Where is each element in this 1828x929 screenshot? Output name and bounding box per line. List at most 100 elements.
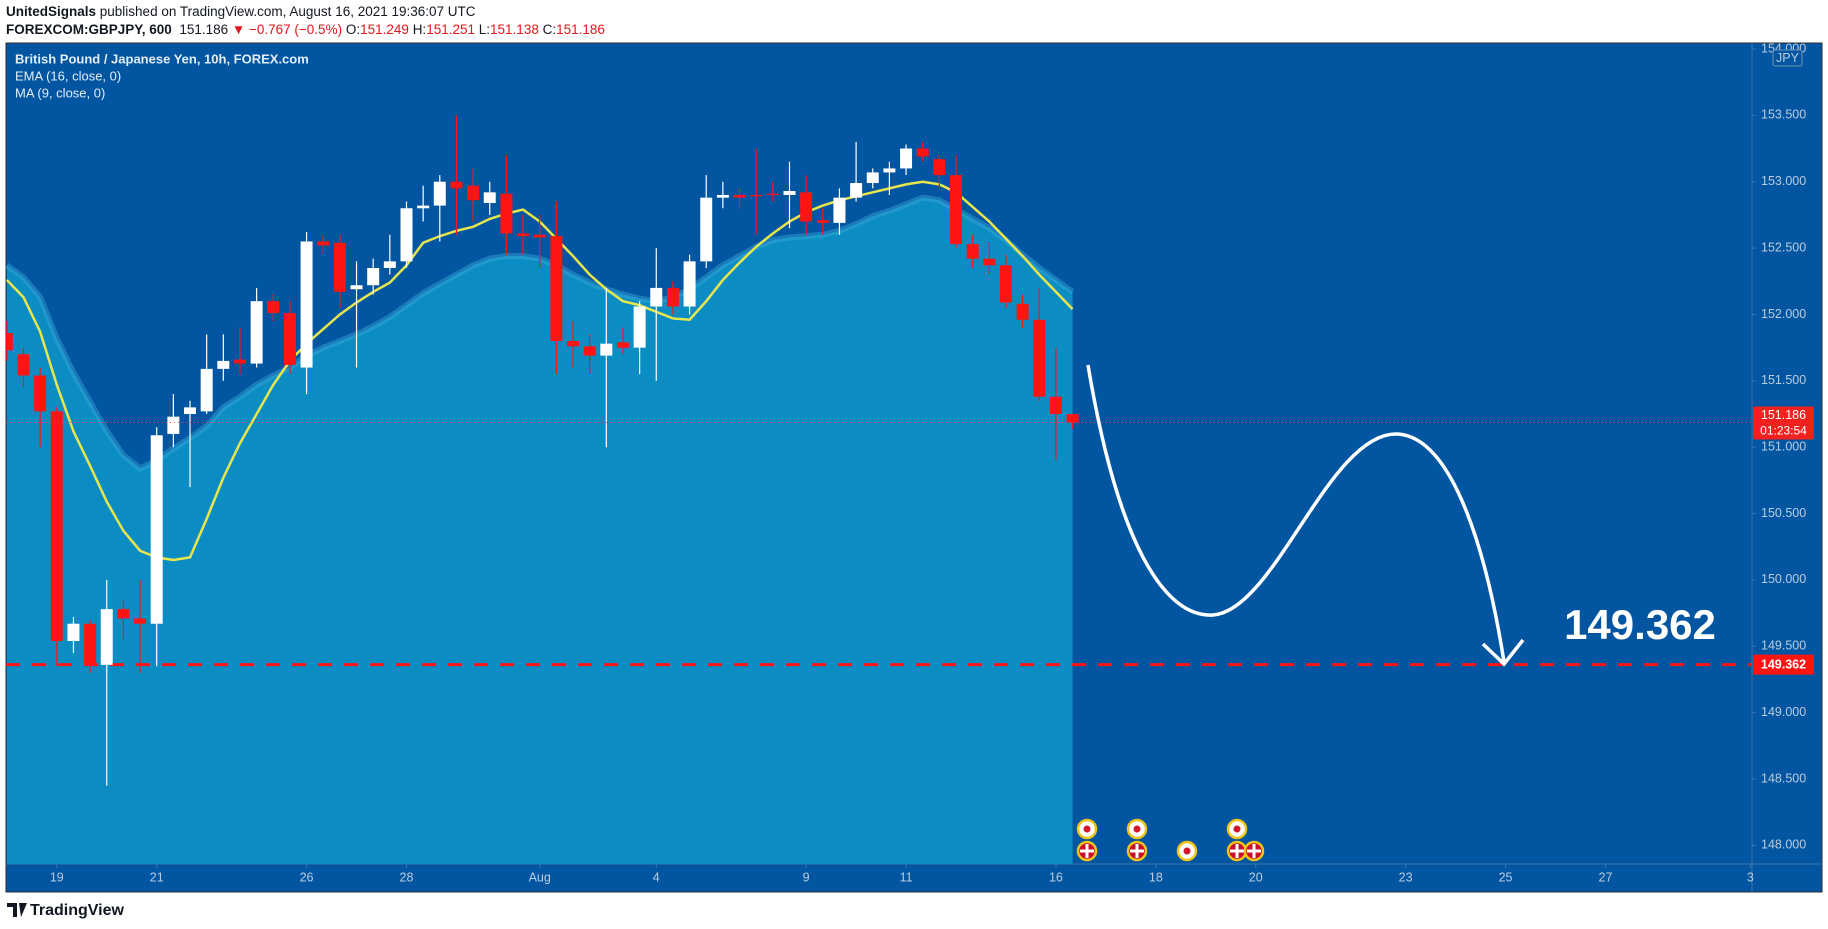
candle-body: [67, 623, 80, 641]
overlay: 148.000 148.500 149.000 149.500 150.000 150.5…: [15, 41, 1814, 884]
last-price-box: [1753, 406, 1814, 440]
event-icons: [1076, 818, 1265, 862]
candle-body: [500, 193, 513, 234]
candle-body: [683, 261, 696, 307]
plot-area: [6, 115, 1752, 864]
candle-body: [866, 172, 879, 184]
projection-curve: [1086, 364, 1506, 663]
l-label: L:: [478, 22, 491, 37]
candle-body: [34, 375, 47, 412]
candle-body: [983, 258, 996, 266]
projection-arrowhead: [1481, 638, 1525, 667]
candle-body: [1049, 396, 1062, 415]
candle-body: [633, 306, 646, 348]
candle-body: [250, 301, 263, 364]
x-tick-label: 20: [1249, 870, 1263, 884]
y-tick-label: 153.000: [1761, 174, 1806, 188]
x-tick-label: 3: [1747, 870, 1754, 884]
last-price: 151.186: [179, 22, 229, 37]
candle-body: [567, 341, 580, 347]
candle-body: [900, 148, 913, 169]
candle-body: [1016, 303, 1029, 320]
y-tick-label: 149.500: [1761, 639, 1806, 653]
o-label: O:: [345, 22, 361, 37]
y-tick-label: 153.500: [1761, 108, 1806, 122]
candle-body: [117, 609, 130, 619]
event-icon: [1233, 825, 1241, 833]
candle-body: [417, 205, 430, 209]
candle-body: [999, 265, 1012, 303]
candle-body: [300, 241, 313, 368]
candle-body: [467, 185, 480, 201]
candle-body: [733, 194, 746, 198]
candle-body: [184, 407, 197, 415]
change: ▼ −0.767 (−0.5%): [231, 22, 343, 37]
y-tick-label: 151.000: [1761, 439, 1806, 453]
candle-body: [700, 197, 713, 262]
candle-body: [167, 416, 180, 434]
ema-area: [6, 197, 1073, 864]
candle-body: [800, 192, 813, 222]
unit-label: JPY: [1776, 51, 1800, 65]
candle-body: [267, 301, 280, 314]
candle-body: [850, 183, 863, 198]
x-tick-label: Aug: [529, 870, 551, 884]
x-tick-label: 11: [900, 870, 913, 884]
candle-body: [433, 181, 446, 206]
candle-body: [217, 360, 230, 369]
x-tick-label: 21: [150, 870, 164, 884]
logo-mark: [7, 903, 27, 917]
last-price-label: 151.186: [1761, 408, 1806, 422]
x-tick-label: 18: [1149, 870, 1163, 884]
author: UnitedSignals: [6, 4, 97, 19]
chart-title: British Pound / Japanese Yen, 10h, FOREX…: [15, 51, 309, 66]
candle-body: [1066, 414, 1079, 423]
candle-body: [283, 313, 296, 365]
candle-body: [916, 148, 929, 157]
candle-body: [517, 233, 530, 237]
publish-line: UnitedSignals published on TradingView.c…: [6, 3, 605, 21]
candle-body: [750, 194, 763, 197]
x-tick-label: 23: [1399, 870, 1413, 884]
candle-body: [350, 285, 363, 290]
event-icon: [1183, 847, 1191, 855]
candle-body: [783, 191, 796, 195]
event-icon: [1230, 844, 1244, 858]
c-label: C:: [542, 22, 557, 37]
candle-body: [650, 287, 663, 307]
candle-body: [883, 168, 896, 173]
candle-body: [966, 244, 979, 259]
candle-body: [483, 192, 496, 203]
y-tick-label: 150.500: [1761, 506, 1806, 520]
candle-body: [550, 236, 563, 342]
x-tick-label: 16: [1049, 870, 1063, 884]
x-tick-label: 19: [50, 870, 64, 884]
candle-body: [600, 343, 613, 356]
event-icon: [1247, 844, 1261, 858]
event-icon: [1080, 844, 1094, 858]
y-tick-label: 149.000: [1761, 705, 1806, 719]
x-tick-label: 25: [1499, 870, 1513, 884]
legend-entry: MA (9, close, 0): [15, 85, 105, 100]
l-value: 151.138: [490, 22, 539, 37]
event-icon: [1133, 825, 1141, 833]
candle-body: [716, 194, 729, 198]
event-icon: [1083, 825, 1091, 833]
candle-body: [50, 411, 63, 641]
target-price-label: 149.362: [1761, 657, 1806, 671]
x-tick-label: 26: [300, 870, 314, 884]
candle-body: [666, 287, 679, 307]
candle-body: [84, 623, 97, 665]
candle-body: [816, 220, 829, 223]
published: published on TradingView.com, August 16,…: [99, 4, 476, 19]
candle-body: [6, 333, 13, 351]
candle-body: [583, 346, 596, 356]
target-price-box: [1753, 654, 1814, 675]
candle-body: [933, 159, 946, 176]
brand-logo: TradingView: [7, 902, 125, 919]
candle-body: [450, 181, 463, 189]
candle-body: [150, 435, 163, 624]
legend-entry: EMA (16, close, 0): [15, 68, 121, 83]
symbol-line: FOREXCOM:GBPJPY, 600 151.186 ▼ −0.767 (−…: [6, 21, 605, 39]
